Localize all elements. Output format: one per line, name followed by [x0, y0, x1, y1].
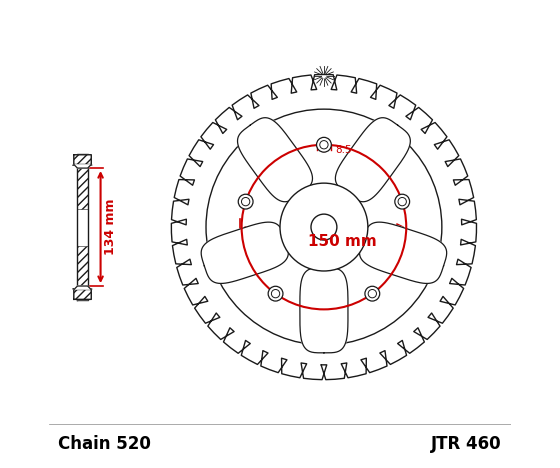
Polygon shape	[74, 286, 91, 300]
Polygon shape	[73, 155, 92, 165]
Bar	[74, 155, 91, 164]
Polygon shape	[73, 289, 92, 300]
Polygon shape	[300, 268, 348, 353]
Circle shape	[395, 194, 409, 209]
Polygon shape	[335, 117, 410, 202]
Circle shape	[241, 197, 250, 206]
Text: JTR 460: JTR 460	[431, 435, 502, 453]
Circle shape	[365, 286, 380, 301]
Text: 150 mm: 150 mm	[308, 234, 377, 249]
Circle shape	[280, 183, 368, 271]
Polygon shape	[171, 74, 477, 380]
Circle shape	[272, 290, 279, 298]
Polygon shape	[237, 117, 312, 202]
Circle shape	[320, 140, 328, 149]
Text: 134 mm: 134 mm	[104, 199, 117, 256]
Circle shape	[368, 290, 376, 298]
Circle shape	[316, 137, 332, 152]
Polygon shape	[360, 222, 447, 284]
Text: 8.5: 8.5	[335, 145, 352, 155]
Text: Chain 520: Chain 520	[58, 435, 151, 453]
Polygon shape	[201, 222, 288, 284]
Circle shape	[238, 194, 253, 209]
Polygon shape	[77, 154, 87, 300]
Bar	[74, 290, 91, 300]
Circle shape	[398, 197, 407, 206]
Polygon shape	[74, 155, 91, 168]
Bar	[77, 154, 87, 209]
Bar	[77, 246, 87, 300]
Circle shape	[268, 286, 283, 301]
Circle shape	[311, 214, 337, 240]
